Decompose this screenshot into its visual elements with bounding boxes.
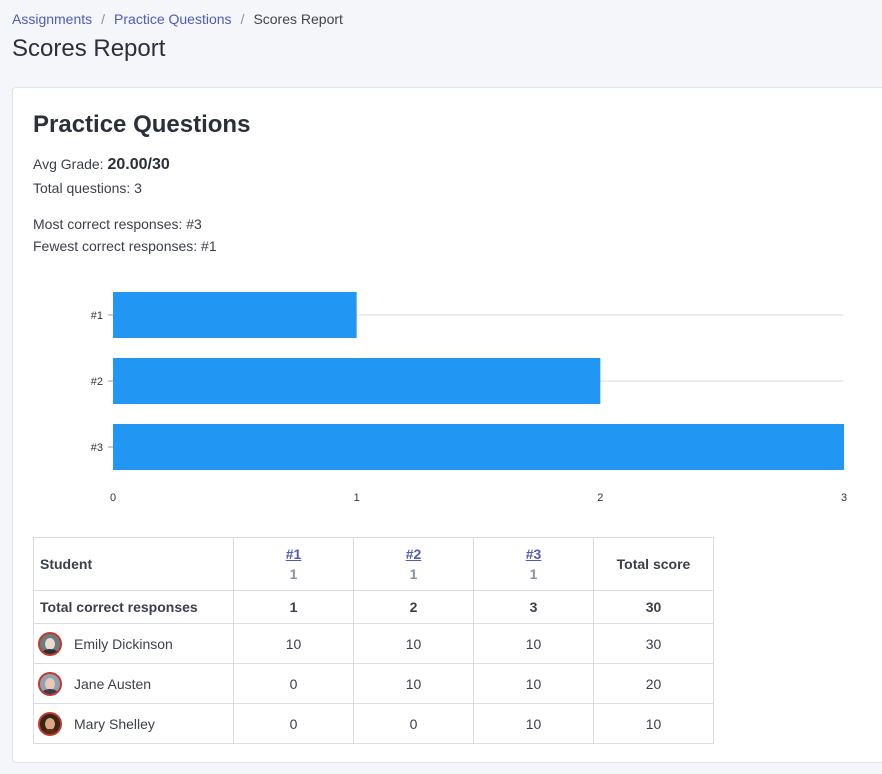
student-name: Emily Dickinson [74, 635, 173, 652]
score-q2: 10 [353, 663, 474, 704]
report-card: Practice Questions Avg Grade: 20.00/30 T… [12, 87, 882, 763]
bar [113, 358, 601, 404]
breadcrumb-practice-questions[interactable]: Practice Questions [114, 11, 232, 27]
totals-score: 30 [593, 590, 714, 624]
student-cell: Mary Shelley [33, 703, 234, 744]
breadcrumb-current: Scores Report [253, 11, 343, 27]
avg-grade-value: 20.00/30 [107, 156, 170, 173]
totals-row: Total correct responses 1 2 3 30 [33, 590, 714, 624]
y-tick-label: #3 [91, 442, 103, 454]
score-q3: 10 [473, 623, 594, 664]
score-q2: 0 [353, 703, 474, 744]
score-q2: 10 [353, 623, 474, 664]
question-2-link[interactable]: #2 [405, 546, 422, 562]
score-total: 30 [593, 623, 714, 664]
question-2-header: #2 1 [353, 537, 474, 591]
score-q3: 10 [473, 663, 594, 704]
table-row: Jane Austen 0 10 10 20 [33, 663, 714, 704]
score-total: 10 [593, 703, 714, 744]
total-questions: Total questions: 3 [33, 180, 142, 196]
avatar [38, 631, 62, 656]
score-q1: 10 [233, 623, 354, 664]
score-q3: 10 [473, 703, 594, 744]
question-1-points: 1 [289, 566, 298, 582]
most-correct: Most correct responses: #3 [33, 216, 202, 232]
totals-label: Total correct responses [33, 590, 234, 624]
avg-grade: Avg Grade: 20.00/30 [33, 156, 170, 174]
breadcrumb: Assignments / Practice Questions / Score… [12, 10, 870, 28]
question-2-points: 1 [409, 566, 418, 582]
table-row: Mary Shelley 0 0 10 10 [33, 703, 714, 744]
responses-bar-chart: #1 #2 #3 0 1 2 3 [91, 292, 847, 504]
avatar [38, 671, 62, 696]
breadcrumb-separator: / [240, 11, 245, 27]
page-title: Scores Report [12, 35, 166, 62]
breadcrumb-assignments[interactable]: Assignments [12, 11, 93, 27]
score-q1: 0 [233, 703, 354, 744]
y-tick-label: #2 [91, 376, 103, 388]
bar [113, 424, 844, 470]
student-cell: Emily Dickinson [33, 623, 234, 664]
student-cell: Jane Austen [33, 663, 234, 704]
student-link[interactable]: Mary Shelley [38, 711, 233, 736]
question-3-header: #3 1 [473, 537, 594, 591]
table-row: Emily Dickinson 10 10 10 30 [33, 623, 714, 664]
student-name: Jane Austen [74, 675, 152, 692]
x-tick-label: 0 [110, 492, 116, 504]
y-tick-label: #1 [91, 310, 103, 322]
assignment-title: Practice Questions [33, 111, 251, 138]
score-q1: 0 [233, 663, 354, 704]
total-score-header: Total score [593, 537, 714, 591]
x-tick-label: 3 [841, 492, 847, 504]
totals-q1: 1 [233, 590, 354, 624]
x-tick-label: 2 [597, 492, 603, 504]
question-1-header: #1 1 [233, 537, 354, 591]
question-3-points: 1 [529, 566, 538, 582]
student-link[interactable]: Jane Austen [38, 671, 233, 696]
totals-q3: 3 [473, 590, 594, 624]
table-header-row: Student #1 1 #2 1 #3 1 Total score [33, 537, 714, 591]
avg-grade-label: Avg Grade: [33, 156, 104, 172]
question-1-link[interactable]: #1 [285, 546, 302, 562]
student-header: Student [33, 537, 234, 591]
fewest-correct: Fewest correct responses: #1 [33, 238, 217, 254]
scores-table: Student #1 1 #2 1 #3 1 Total score Total… [33, 537, 714, 744]
x-tick-label: 1 [354, 492, 360, 504]
student-link[interactable]: Emily Dickinson [38, 631, 233, 656]
question-3-link[interactable]: #3 [525, 546, 542, 562]
avatar [38, 711, 62, 736]
page-header: Assignments / Practice Questions / Score… [0, 0, 882, 88]
totals-q2: 2 [353, 590, 474, 624]
breadcrumb-separator: / [101, 11, 106, 27]
bar [113, 292, 357, 338]
student-name: Mary Shelley [74, 715, 155, 732]
score-total: 20 [593, 663, 714, 704]
